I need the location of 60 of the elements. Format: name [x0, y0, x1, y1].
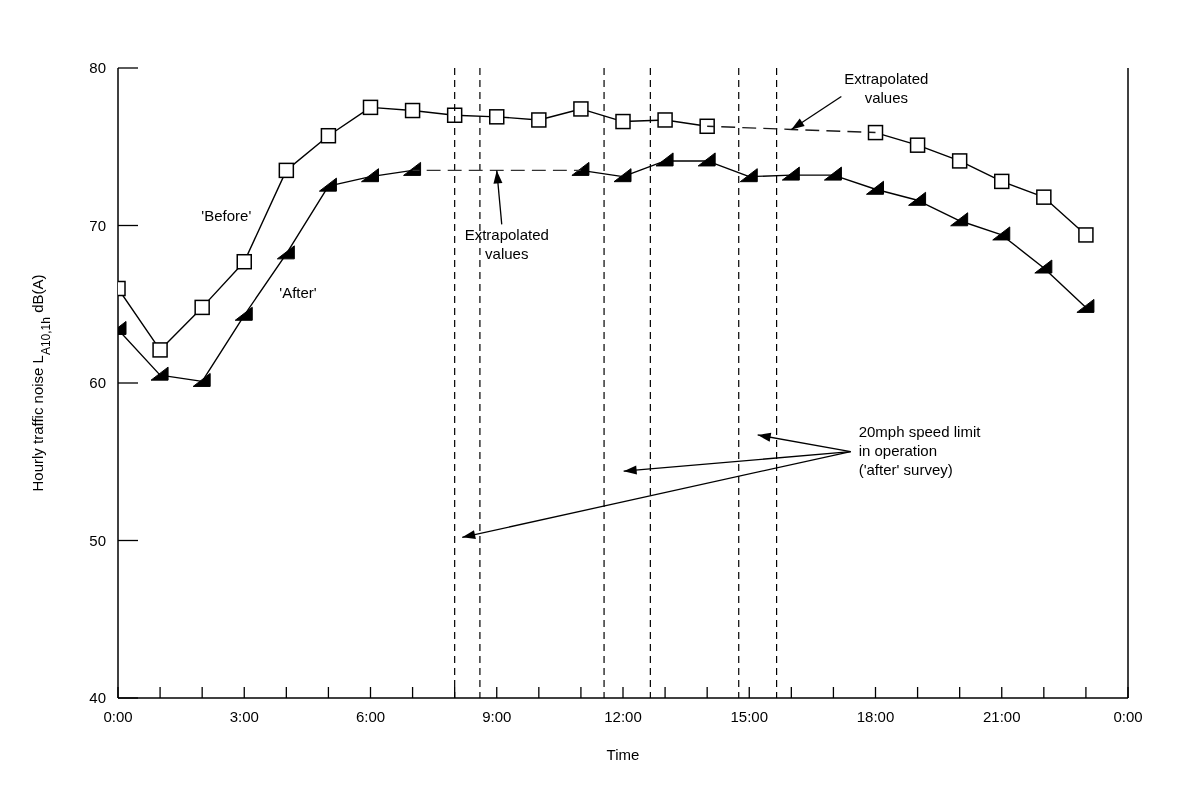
point	[404, 102, 421, 119]
point	[234, 306, 253, 321]
point	[655, 152, 674, 167]
point	[657, 112, 673, 128]
y-tick-label: 60	[89, 374, 106, 391]
x-tick-label: 15:00	[730, 708, 769, 725]
x-axis-title: Time	[606, 746, 640, 763]
point	[571, 161, 590, 176]
x-tick-label: 0:00	[103, 708, 133, 725]
x-tick-label: 3:00	[229, 708, 259, 725]
x-tick-label: 12:00	[604, 708, 642, 725]
point	[320, 127, 337, 144]
point	[992, 226, 1011, 241]
point	[150, 366, 169, 381]
annotation: Extrapolated values	[464, 226, 549, 263]
point	[403, 161, 422, 176]
series-label: 'After'	[279, 283, 317, 301]
point	[278, 162, 295, 179]
point	[613, 168, 632, 183]
x-tick-label: 6:00	[355, 708, 386, 725]
point	[909, 137, 926, 153]
point	[615, 113, 631, 130]
point	[994, 173, 1010, 190]
point	[194, 299, 210, 316]
point	[361, 168, 379, 183]
y-tick-label: 70	[89, 216, 106, 234]
point	[489, 109, 505, 125]
y-tick-label: 40	[89, 689, 106, 706]
point	[950, 212, 969, 227]
x-tick-label: 0:00	[1113, 708, 1143, 725]
point	[531, 112, 547, 128]
point	[1078, 227, 1094, 243]
point	[276, 245, 295, 260]
point	[318, 177, 337, 192]
point	[867, 124, 884, 141]
point	[152, 342, 168, 358]
point	[362, 99, 379, 116]
point	[908, 191, 927, 206]
annotation: Extrapolated values	[844, 70, 929, 107]
x-tick-label: 18:00	[856, 708, 895, 725]
point	[823, 166, 842, 181]
point	[446, 107, 463, 123]
point	[866, 180, 884, 195]
y-tick-label: 50	[89, 531, 106, 549]
point	[1076, 298, 1095, 313]
point	[739, 168, 758, 183]
annotation: 20mph speed limit in operation ('after' survey)	[858, 422, 982, 478]
x-tick-label: 21:00	[982, 708, 1021, 725]
point	[697, 152, 716, 167]
series-label: 'Before'	[201, 207, 252, 225]
y-tick-label: 80	[89, 59, 106, 76]
point	[699, 118, 715, 135]
point	[192, 372, 211, 387]
point	[1034, 259, 1053, 274]
point	[951, 153, 968, 169]
point	[781, 166, 800, 181]
x-tick-label: 9:00	[482, 708, 512, 725]
point	[573, 101, 589, 117]
point	[236, 253, 252, 270]
point	[1036, 189, 1052, 205]
